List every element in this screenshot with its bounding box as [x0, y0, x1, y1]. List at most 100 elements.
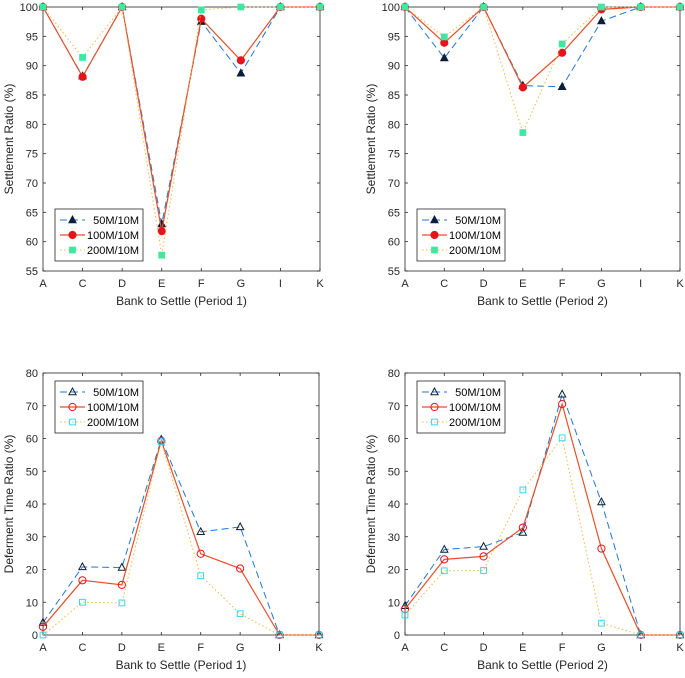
data-point — [39, 3, 47, 11]
legend-label: 50M/10M — [93, 215, 139, 227]
y-tick-label: 60 — [26, 237, 38, 249]
x-tick-label: D — [118, 278, 126, 290]
y-tick-label: 55 — [26, 266, 38, 278]
legend-marker — [68, 386, 77, 396]
series-50m-10m — [38, 434, 324, 639]
data-point — [479, 541, 489, 550]
y-tick-label: 55 — [388, 266, 400, 278]
legend-label: 100M/10M — [449, 230, 501, 242]
y-tick-label: 80 — [388, 119, 400, 131]
data-point — [157, 438, 165, 446]
x-tick-label: K — [316, 278, 324, 290]
y-tick-label: 50 — [26, 466, 38, 478]
legend-marker — [431, 418, 438, 426]
y-axis-label: Settlement Ratio (%) — [364, 84, 378, 195]
x-axis-label: Bank to Settle (Period 2) — [477, 658, 608, 672]
y-tick-label: 80 — [388, 368, 400, 380]
data-point — [78, 72, 87, 81]
y-tick-label: 80 — [26, 368, 38, 380]
x-tick-label: D — [480, 278, 488, 290]
data-point — [440, 567, 448, 575]
data-point — [558, 48, 567, 57]
series-line — [42, 5, 320, 232]
data-point — [401, 611, 409, 619]
x-tick-label: E — [158, 278, 165, 290]
data-point — [118, 3, 126, 11]
legend-marker — [430, 230, 439, 240]
data-point — [316, 3, 324, 11]
data-point — [636, 630, 645, 640]
y-tick-label: 65 — [26, 207, 38, 219]
series-200m-10m — [39, 3, 324, 259]
data-point — [480, 567, 487, 574]
data-point — [479, 552, 488, 561]
series-100m-10m — [400, 400, 685, 640]
data-point — [79, 598, 86, 606]
series-200m-10m — [39, 438, 323, 639]
data-point — [676, 3, 684, 11]
x-tick-label: D — [118, 642, 126, 654]
data-point — [157, 227, 166, 236]
y-tick-label: 0 — [394, 630, 400, 642]
x-tick-label: K — [676, 642, 684, 654]
x-tick-label: G — [237, 278, 246, 290]
data-point — [197, 572, 205, 580]
data-point — [158, 251, 166, 259]
data-point — [401, 3, 409, 11]
y-tick-label: 70 — [388, 178, 400, 190]
data-point — [557, 389, 567, 398]
y-tick-label: 50 — [388, 466, 400, 478]
series-line — [42, 438, 319, 636]
data-point — [276, 631, 283, 639]
y-tick-label: 85 — [26, 90, 38, 102]
chart-settlement-period-1: 55 60 65 70 75 80 85 90 95 100 A C D E F G I K Bank to Set… — [2, 1, 325, 308]
y-tick-label: 10 — [26, 597, 38, 609]
data-point — [196, 526, 206, 536]
series-line — [42, 5, 320, 256]
legend-marker — [430, 214, 439, 224]
data-point — [38, 622, 48, 631]
data-point — [519, 486, 527, 494]
data-point — [480, 3, 487, 11]
y-tick-label: 60 — [388, 434, 400, 446]
data-point — [236, 68, 246, 77]
x-axis-label: Bank to Settle (Period 2) — [477, 294, 608, 308]
x-tick-label: I — [639, 642, 642, 654]
y-tick-label: 100 — [20, 2, 38, 14]
legend-marker — [430, 386, 439, 396]
y-tick-label: 20 — [26, 565, 38, 577]
data-point — [275, 630, 284, 640]
y-tick-label: 100 — [382, 2, 400, 14]
data-point — [235, 521, 245, 531]
data-point — [117, 562, 127, 571]
legend-label: 50M/10M — [455, 387, 501, 399]
data-point — [675, 630, 685, 640]
x-axis-label: Bank to Settle (Period 1) — [116, 294, 247, 308]
legend: 50M/10M 100M/10M 200M/10M — [416, 208, 506, 262]
y-tick-label: 70 — [26, 401, 38, 413]
legend: 50M/10M 100M/10M 200M/10M — [54, 380, 144, 434]
x-tick-label: G — [597, 642, 606, 654]
legend-marker — [68, 402, 77, 412]
data-point — [519, 129, 527, 136]
data-point — [558, 434, 566, 442]
legend-label: 200M/10M — [87, 417, 139, 429]
y-tick-label: 95 — [388, 31, 400, 43]
x-tick-label: F — [559, 642, 566, 654]
x-tick-label: G — [597, 278, 606, 290]
data-point — [78, 576, 87, 585]
legend-marker — [68, 230, 77, 240]
legend-marker — [69, 246, 76, 254]
y-tick-label: 75 — [388, 149, 400, 161]
data-point — [440, 555, 449, 564]
data-point — [315, 631, 323, 639]
x-tick-label: C — [440, 278, 448, 290]
y-tick-label: 90 — [26, 61, 38, 73]
series-line — [42, 438, 319, 636]
x-tick-label: G — [236, 642, 245, 654]
x-tick-label: E — [519, 278, 526, 290]
legend-label: 50M/10M — [455, 215, 501, 227]
x-tick-label: A — [39, 642, 47, 654]
x-tick-label: I — [279, 278, 282, 290]
legend-marker — [430, 402, 439, 412]
